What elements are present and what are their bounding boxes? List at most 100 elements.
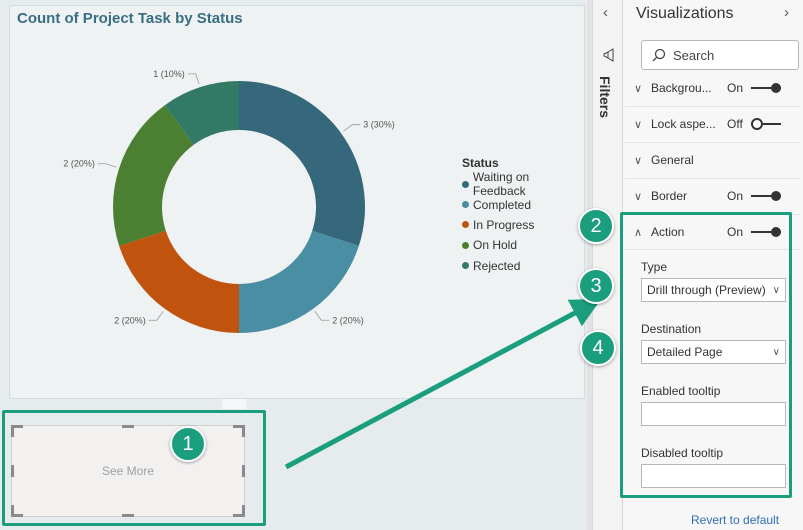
donut-slice[interactable] (119, 230, 239, 333)
toggle-state: On (727, 225, 744, 239)
chart-legend: Status Waiting on Feedback Completed In Pr… (462, 156, 584, 276)
donut-slice[interactable] (164, 81, 239, 145)
border-toggle[interactable] (751, 191, 781, 201)
section-action[interactable]: ∧ Action On (623, 214, 803, 250)
section-general[interactable]: ∨ General (623, 142, 803, 178)
legend-label: In Progress (473, 217, 535, 232)
legend-title: Status (462, 156, 499, 170)
section-name: Border (651, 189, 688, 203)
chevron-down-icon: ∨ (633, 82, 643, 95)
selection-handle[interactable] (11, 514, 23, 517)
lock-aspect-toggle[interactable] (751, 118, 781, 130)
search-input[interactable]: Search (641, 40, 799, 70)
selection-handle[interactable] (242, 425, 245, 437)
filter-icon (603, 48, 614, 62)
chevron-down-icon: ∨ (633, 154, 643, 167)
toggle-state: On (727, 81, 744, 95)
visualizations-pane: Visualizations › Search ∨ Backgrou... On… (623, 0, 803, 530)
donut-slice[interactable] (239, 81, 365, 246)
legend-dot-icon (462, 241, 469, 249)
legend-dot-icon (462, 180, 469, 188)
report-canvas: Count of Project Task by Status 3 (30%) 2… (9, 0, 592, 530)
leader-line (148, 311, 164, 321)
section-name: Backgrou... (651, 81, 712, 95)
enabled-tooltip-input[interactable] (641, 402, 786, 426)
canvas-scrollbar[interactable] (587, 0, 592, 530)
selection-handle[interactable] (122, 514, 134, 517)
enabled-tooltip-label: Enabled tooltip (641, 384, 721, 398)
data-label: 3 (30%) (363, 120, 395, 130)
legend-item[interactable]: Rejected (462, 256, 584, 276)
type-label: Type (641, 260, 668, 274)
legend-dot-icon (462, 221, 469, 229)
legend-item[interactable]: In Progress (462, 215, 584, 235)
data-label: 1 (10%) (153, 69, 185, 79)
selection-handle[interactable] (122, 425, 134, 428)
chevron-down-icon: ∨ (633, 190, 643, 203)
see-more-label: See More (101, 464, 155, 478)
legend-label: Completed (473, 197, 532, 212)
type-dropdown[interactable]: Drill through (Preview) ∨ (641, 278, 786, 302)
revert-to-default-link[interactable]: Revert to default (691, 513, 780, 527)
search-icon (652, 48, 666, 62)
search-placeholder: Search (673, 47, 715, 63)
section-name: Action (651, 225, 685, 239)
data-label: 2 (20%) (332, 315, 364, 325)
toggle-state: On (727, 189, 744, 203)
donut-slice[interactable] (112, 105, 194, 246)
section-background[interactable]: ∨ Backgrou... On (623, 70, 803, 106)
legend-dot-icon (462, 201, 469, 209)
section-lock-aspect[interactable]: ∨ Lock aspe... Off (623, 106, 803, 142)
section-border[interactable]: ∨ Border On (623, 178, 803, 214)
see-more-button[interactable]: See More (11, 425, 245, 517)
chevron-down-icon: ∨ (772, 346, 780, 358)
selection-handle[interactable] (11, 425, 23, 428)
selection-handle[interactable] (11, 465, 14, 477)
leader-line (187, 73, 200, 85)
disabled-tooltip-label: Disabled tooltip (641, 446, 724, 460)
action-toggle[interactable] (751, 227, 781, 237)
selection-handle[interactable] (242, 465, 245, 477)
chart-title: Count of Project Task by Status (17, 10, 243, 27)
selection-handle[interactable] (233, 425, 245, 428)
selection-handle[interactable] (242, 505, 245, 517)
legend-item[interactable]: On Hold (462, 235, 584, 255)
toggle-state: Off (727, 117, 743, 131)
legend-item[interactable]: Completed (462, 194, 584, 214)
legend-item[interactable]: Waiting on Feedback (462, 170, 584, 198)
disabled-tooltip-input[interactable] (641, 464, 786, 488)
data-label: 2 (20%) (63, 159, 95, 169)
filters-pane-collapsed[interactable]: ‹ Filters (592, 0, 623, 530)
selection-handle[interactable] (11, 505, 14, 517)
leader-line (97, 163, 117, 168)
section-name: Lock aspe... (651, 117, 716, 131)
background-toggle[interactable] (751, 83, 781, 93)
leader-line (343, 124, 361, 132)
data-label: 2 (20%) (114, 315, 146, 325)
selection-handle[interactable] (233, 514, 245, 517)
chevron-right-icon[interactable]: › (784, 4, 789, 21)
destination-value: Detailed Page (647, 345, 723, 359)
leader-line (314, 311, 330, 321)
callout-2: 2 (578, 208, 614, 244)
donut-slice[interactable] (239, 230, 359, 333)
donut-chart-visual[interactable]: Count of Project Task by Status 3 (30%) 2… (9, 5, 585, 399)
destination-dropdown[interactable]: Detailed Page ∨ (641, 340, 786, 364)
filters-label[interactable]: Filters (597, 76, 613, 119)
legend-label: Rejected (473, 258, 521, 273)
legend-label: On Hold (473, 238, 518, 253)
chevron-up-icon: ∧ (633, 226, 643, 239)
pane-title: Visualizations (636, 5, 734, 22)
legend-label: Waiting on Feedback (472, 170, 530, 199)
legend-dot-icon (462, 262, 469, 270)
section-name: General (651, 153, 694, 167)
donut-chart: 3 (30%) 2 (20%) 2 (20%) 2 (20%) 1 (10%) (63, 69, 395, 333)
chevron-down-icon: ∨ (633, 118, 643, 131)
highlight-box-action (620, 212, 792, 498)
chevron-left-icon[interactable]: ‹ (603, 4, 608, 21)
callout-1: 1 (170, 426, 206, 462)
callout-4: 4 (580, 330, 616, 366)
chevron-down-icon: ∨ (772, 284, 780, 296)
highlight-box-button (2, 410, 266, 526)
selection-handle[interactable] (11, 425, 14, 437)
